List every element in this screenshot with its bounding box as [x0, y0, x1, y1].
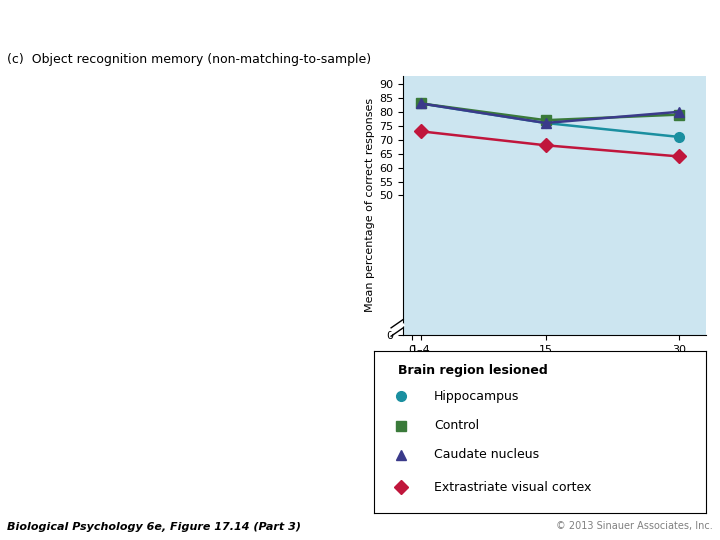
Text: Brain region lesioned: Brain region lesioned	[397, 364, 547, 377]
Y-axis label: Mean percentage of correct responses: Mean percentage of correct responses	[365, 98, 375, 312]
Text: Biological Psychology 6e, Figure 17.14 (Part 3): Biological Psychology 6e, Figure 17.14 (…	[7, 522, 301, 531]
Text: Hippocampus: Hippocampus	[434, 390, 519, 403]
X-axis label: Delay (s): Delay (s)	[526, 360, 582, 373]
Text: Control: Control	[434, 419, 479, 432]
Text: (c)  Object recognition memory (non-matching-to-sample): (c) Object recognition memory (non-match…	[7, 53, 372, 66]
Text: Figure 17.14  Tests of Specific Attributes of Memory (Part 3): Figure 17.14 Tests of Specific Attribute…	[7, 14, 464, 28]
Text: Extrastriate visual cortex: Extrastriate visual cortex	[434, 481, 591, 494]
Text: Caudate nucleus: Caudate nucleus	[434, 448, 539, 461]
Text: © 2013 Sinauer Associates, Inc.: © 2013 Sinauer Associates, Inc.	[556, 522, 713, 531]
